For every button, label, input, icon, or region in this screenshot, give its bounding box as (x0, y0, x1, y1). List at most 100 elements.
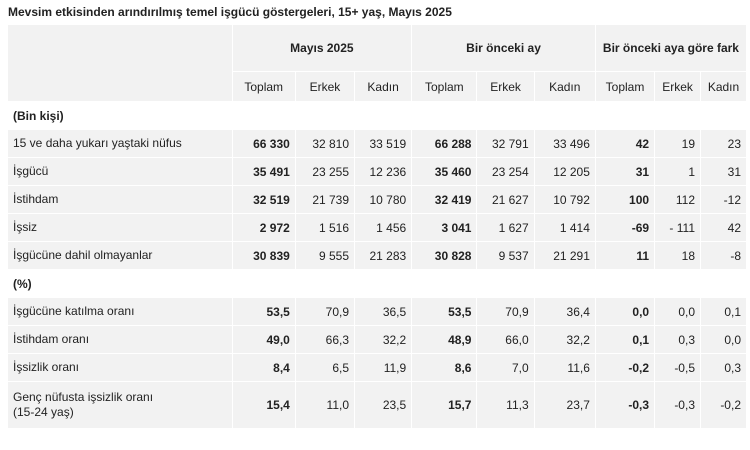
value-cell: 112 (654, 185, 701, 214)
value-cell: 35 460 (411, 157, 478, 186)
section-row: (%) (7, 269, 747, 298)
sub-header: Erkek (294, 71, 356, 102)
value-cell: 33 496 (533, 129, 596, 158)
table: Mayıs 2025 Bir önceki ay Bir önceki aya gö… (7, 24, 748, 429)
value-cell: 23,5 (354, 381, 413, 429)
value-cell: 70,9 (476, 297, 535, 326)
value-cell: 53,5 (411, 297, 478, 326)
data-row: Genç nüfusta işsizlik oranı (15-24 yaş) 1… (7, 381, 747, 429)
value-cell: 23 255 (294, 157, 356, 186)
value-cell: 10 780 (354, 185, 413, 214)
value-cell: 10 792 (533, 185, 596, 214)
value-cell: 33 519 (354, 129, 413, 158)
value-cell: 1 414 (533, 213, 596, 242)
value-cell: 53,5 (231, 297, 296, 326)
value-cell: 11,0 (294, 381, 356, 429)
value-cell: 66,3 (294, 325, 356, 354)
section-label: (%) (7, 269, 747, 298)
value-cell: 32,2 (533, 325, 596, 354)
value-cell: 1 456 (354, 213, 413, 242)
group-header: Bir önceki ay (411, 24, 596, 72)
value-cell: 6,5 (294, 353, 356, 382)
value-cell: 8,6 (411, 353, 478, 382)
value-cell: -0,5 (654, 353, 701, 382)
row-label: İstihdam (7, 185, 233, 214)
value-cell: 11,6 (533, 353, 596, 382)
value-cell: 42 (700, 213, 747, 242)
sub-header: Kadın (533, 71, 596, 102)
value-cell: 21 283 (354, 241, 413, 270)
value-cell: 7,0 (476, 353, 535, 382)
value-cell: 15,4 (231, 381, 296, 429)
value-cell: 31 (700, 157, 747, 186)
value-cell: 32 810 (294, 129, 356, 158)
row-label: İşgücü (7, 157, 233, 186)
value-cell: 19 (654, 129, 701, 158)
value-cell: 32 419 (411, 185, 478, 214)
row-label: 15 ve daha yukarı yaştaki nüfus (7, 129, 233, 158)
row-label: İşgücüne katılma oranı (7, 297, 233, 326)
row-label: Genç nüfusta işsizlik oranı (15-24 yaş) (7, 381, 233, 429)
data-row: İstihdam oranı 49,0 66,3 32,2 48,9 66,0 32,2 0,… (7, 325, 747, 354)
value-cell: 21 739 (294, 185, 356, 214)
sub-header: Kadın (354, 71, 413, 102)
value-cell: 1 627 (476, 213, 535, 242)
value-cell: -8 (700, 241, 747, 270)
value-cell: 0,0 (654, 297, 701, 326)
data-row: 15 ve daha yukarı yaştaki nüfus 66 330 32 … (7, 129, 747, 158)
value-cell: 35 491 (231, 157, 296, 186)
value-cell: -69 (594, 213, 656, 242)
corner-cell (7, 24, 233, 102)
value-cell: 70,9 (294, 297, 356, 326)
header-row: Mayıs 2025 Bir önceki ay Bir önceki aya gö… (7, 24, 748, 102)
value-cell: 42 (594, 129, 656, 158)
group-header: Mayıs 2025 (231, 24, 413, 72)
value-cell: 0,3 (700, 353, 747, 382)
value-cell: 23 254 (476, 157, 535, 186)
value-cell: 9 537 (476, 241, 535, 270)
value-cell: 23,7 (533, 381, 596, 429)
section-label: (Bin kişi) (7, 101, 747, 130)
table-body: Mayıs 2025 Bir önceki ay Bir önceki aya gö… (7, 24, 748, 429)
value-cell: 23 (700, 129, 747, 158)
value-cell: 0,0 (700, 325, 747, 354)
value-cell: 12 205 (533, 157, 596, 186)
value-cell: -0,2 (594, 353, 656, 382)
data-row: İşgücü 35 491 23 255 12 236 35 460 23 254 12 2… (7, 157, 747, 186)
row-label: İşgücüne dahil olmayanlar (7, 241, 233, 270)
data-row: İstihdam 32 519 21 739 10 780 32 419 21 627 10… (7, 185, 747, 214)
value-cell: 1 (654, 157, 701, 186)
value-cell: 12 236 (354, 157, 413, 186)
value-cell: 11,3 (476, 381, 535, 429)
value-cell: 32,2 (354, 325, 413, 354)
value-cell: -0,2 (700, 381, 747, 429)
value-cell: 8,4 (231, 353, 296, 382)
section-row: (Bin kişi) (7, 101, 747, 130)
sub-header: Toplam (411, 71, 478, 102)
value-cell: 30 839 (231, 241, 296, 270)
value-cell: 21 627 (476, 185, 535, 214)
table-title: Mevsim etkisinden arındırılmış temel işg… (8, 5, 452, 19)
value-cell: 9 555 (294, 241, 356, 270)
data-row: İşsiz 2 972 1 516 1 456 3 041 1 627 1 414 -69- … (7, 213, 747, 242)
value-cell: 48,9 (411, 325, 478, 354)
sub-header: Erkek (654, 71, 701, 102)
value-cell: -0,3 (594, 381, 656, 429)
value-cell: -0,3 (654, 381, 701, 429)
value-cell: 36,4 (533, 297, 596, 326)
value-cell: 15,7 (411, 381, 478, 429)
value-cell: 32 791 (476, 129, 535, 158)
value-cell: 30 828 (411, 241, 478, 270)
value-cell: 66 330 (231, 129, 296, 158)
value-cell: 0,1 (700, 297, 747, 326)
value-cell: 66 288 (411, 129, 478, 158)
row-label: İşsiz (7, 213, 233, 242)
value-cell: 0,0 (594, 297, 656, 326)
value-cell: 18 (654, 241, 701, 270)
value-cell: 32 519 (231, 185, 296, 214)
data-row: İşgücüne dahil olmayanlar 30 839 9 555 21 2… (7, 241, 747, 270)
data-row: İşgücüne katılma oranı 53,5 70,9 36,5 53,5 70… (7, 297, 747, 326)
value-cell: 49,0 (231, 325, 296, 354)
data-row: İşsizlik oranı 8,4 6,5 11,9 8,6 7,0 11,6 -0,2 -0… (7, 353, 747, 382)
